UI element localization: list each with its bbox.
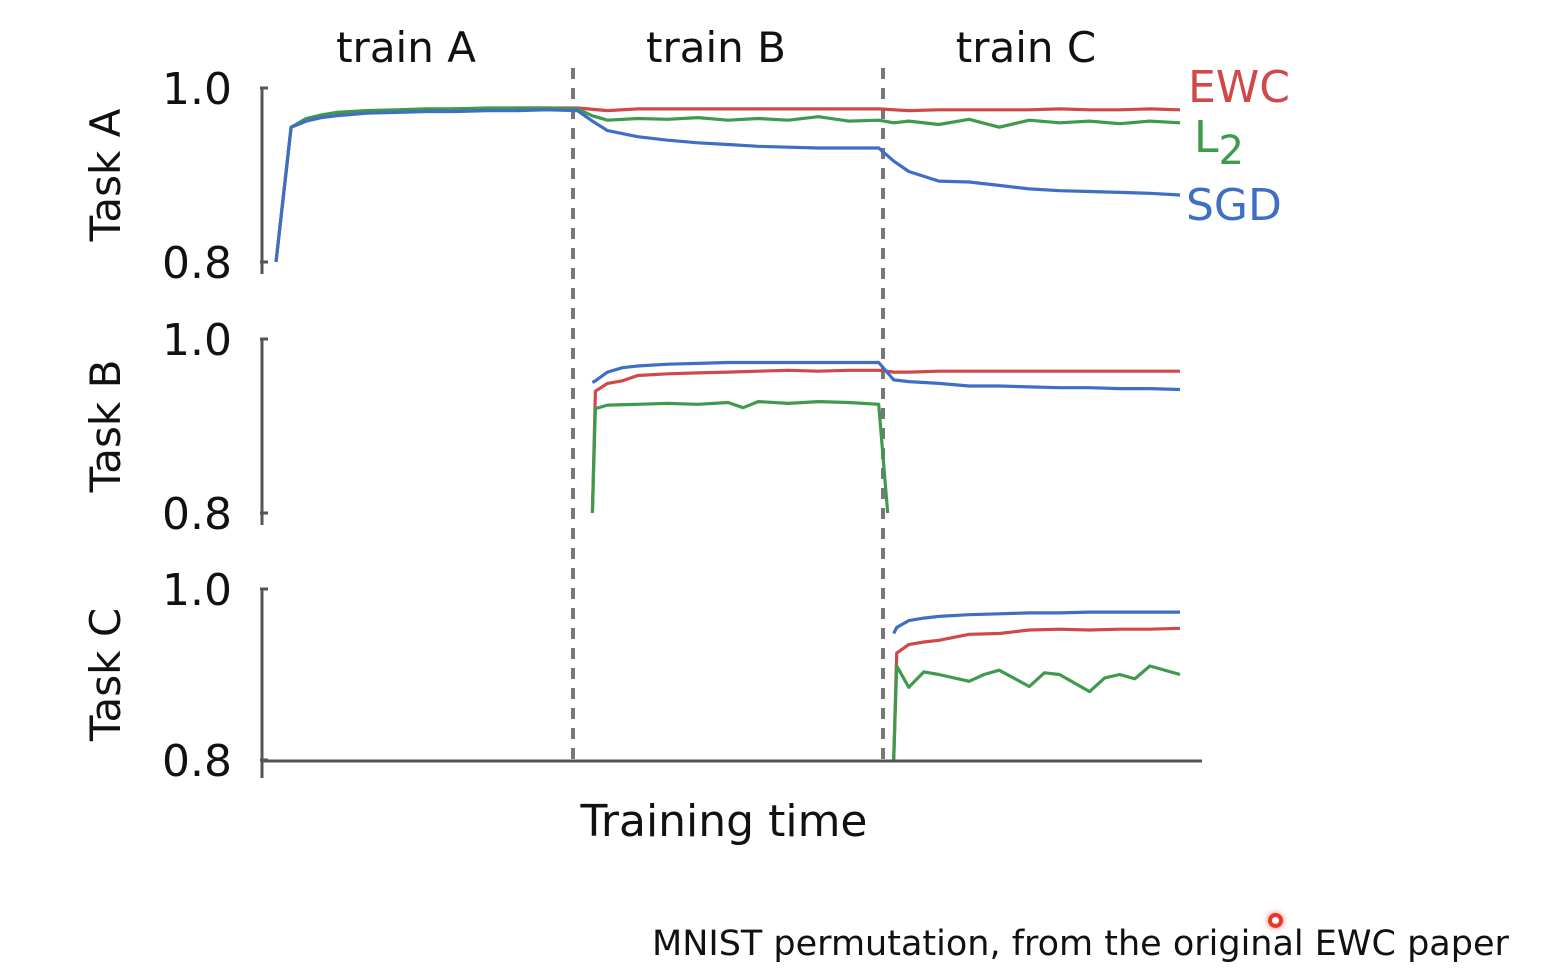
y-tick-label: 0.8 [162, 489, 232, 540]
y-tick-label: 0.8 [162, 238, 232, 289]
legend-subscript: 2 [1219, 128, 1244, 174]
y-axis-label: Task C [81, 608, 130, 742]
y-tick-label: 1.0 [162, 64, 232, 115]
series-line-l2 [892, 664, 1181, 761]
series-line-l2 [274, 106, 1181, 263]
phase-label: train C [956, 23, 1096, 72]
x-axis-label: Training time [579, 796, 867, 847]
series-line-sgd [591, 360, 1181, 392]
y-tick-label: 1.0 [162, 565, 232, 616]
y-axis-label: Task A [81, 108, 130, 242]
y-axis-label: Task B [81, 360, 130, 494]
series-line-ewc [274, 106, 1181, 263]
legend-entry: L2 [1194, 112, 1244, 174]
phase-label: train B [646, 23, 786, 72]
y-tick-label: 0.8 [162, 736, 232, 787]
series-line-l2 [590, 400, 890, 514]
y-tick-label: 1.0 [162, 315, 232, 366]
phase-label: train A [336, 23, 476, 72]
series-line-ewc [590, 368, 1180, 514]
series-line-ewc [892, 626, 1181, 761]
legend-entry: EWC [1188, 62, 1290, 113]
cursor-pointer-icon [1268, 913, 1283, 928]
legend-entry: SGD [1186, 180, 1282, 231]
series-line-sgd [892, 610, 1180, 635]
caption: MNIST permutation, from the original EWC… [652, 924, 1509, 964]
series-line-sgd [274, 108, 1181, 263]
